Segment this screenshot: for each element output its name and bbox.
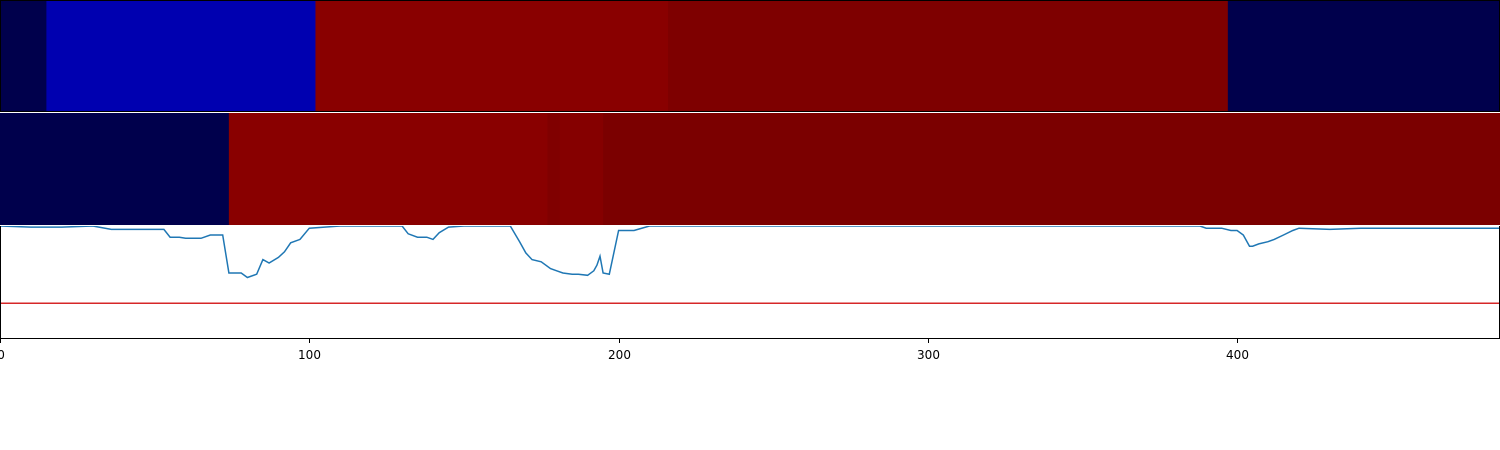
heatmap-top (0, 1, 1500, 111)
heatmap-1-segment-2 (46, 1, 316, 111)
heatmap-1-segment-1 (0, 1, 47, 111)
x-tick-label-0: 0 (0, 348, 5, 362)
series-line (0, 226, 1500, 279)
heatmap-1-segment-3 (315, 1, 669, 111)
x-tick-label-100: 100 (298, 348, 321, 362)
line-plot (0, 226, 1500, 339)
x-tick-label-300: 300 (917, 348, 940, 362)
x-tick-label-400: 400 (1226, 348, 1249, 362)
heatmap-2-segment-1 (0, 113, 230, 225)
heatmap-2-segment-2 (228, 113, 548, 225)
x-tick-label-200: 200 (608, 348, 631, 362)
heatmap-2-segment-3 (547, 113, 561, 225)
heatmap-2-segment-4 (559, 113, 604, 225)
heatmap-middle (0, 113, 1500, 225)
x-axis: 0 100 200 300 400 (0, 338, 1249, 362)
heatmap-1-segment-5 (1227, 1, 1500, 111)
heatmap-1-segment-4 (668, 1, 1229, 111)
heatmap-2-segment-5 (603, 113, 1500, 225)
